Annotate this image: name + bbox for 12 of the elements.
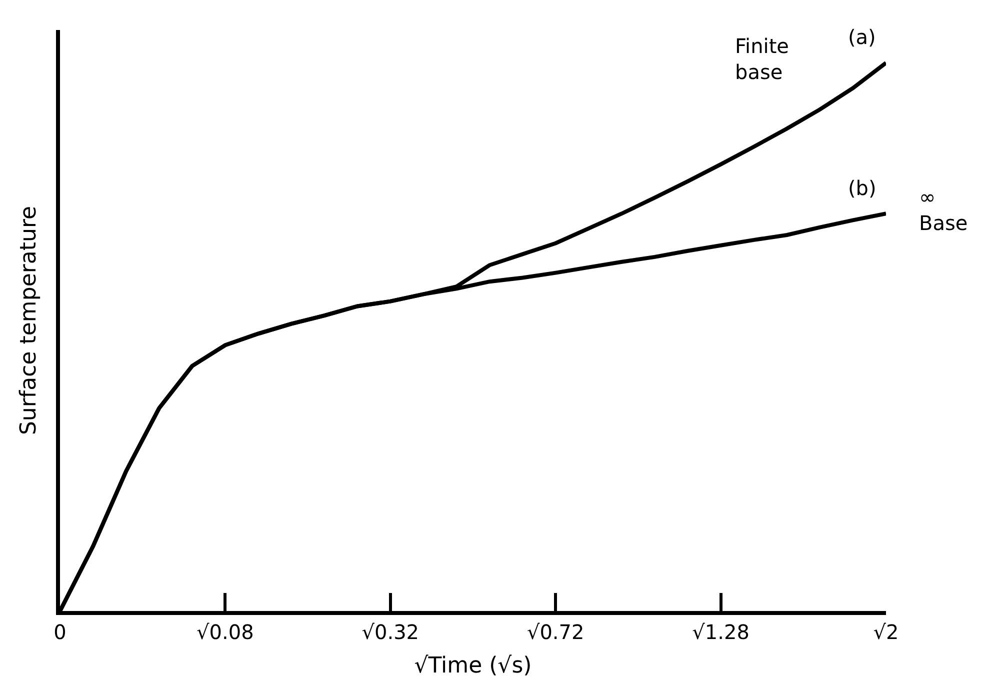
- x-tick-label: 0: [54, 620, 66, 644]
- x-tick-label: √0.32: [362, 620, 420, 644]
- x-tick-label: √0.08: [196, 620, 254, 644]
- text: ∞ Base: [919, 185, 968, 235]
- series-label: (b): [848, 176, 876, 200]
- x-tick-label: √0.72: [526, 620, 584, 644]
- annotation: Finite base: [735, 34, 789, 84]
- x-tick-label: √1.28: [692, 620, 750, 644]
- y-axis-title: Surface temperature: [16, 206, 42, 436]
- series-label: (a): [848, 25, 876, 49]
- x-tick-label: √2: [873, 620, 899, 644]
- x-axis-title: √Time (√s): [414, 653, 532, 678]
